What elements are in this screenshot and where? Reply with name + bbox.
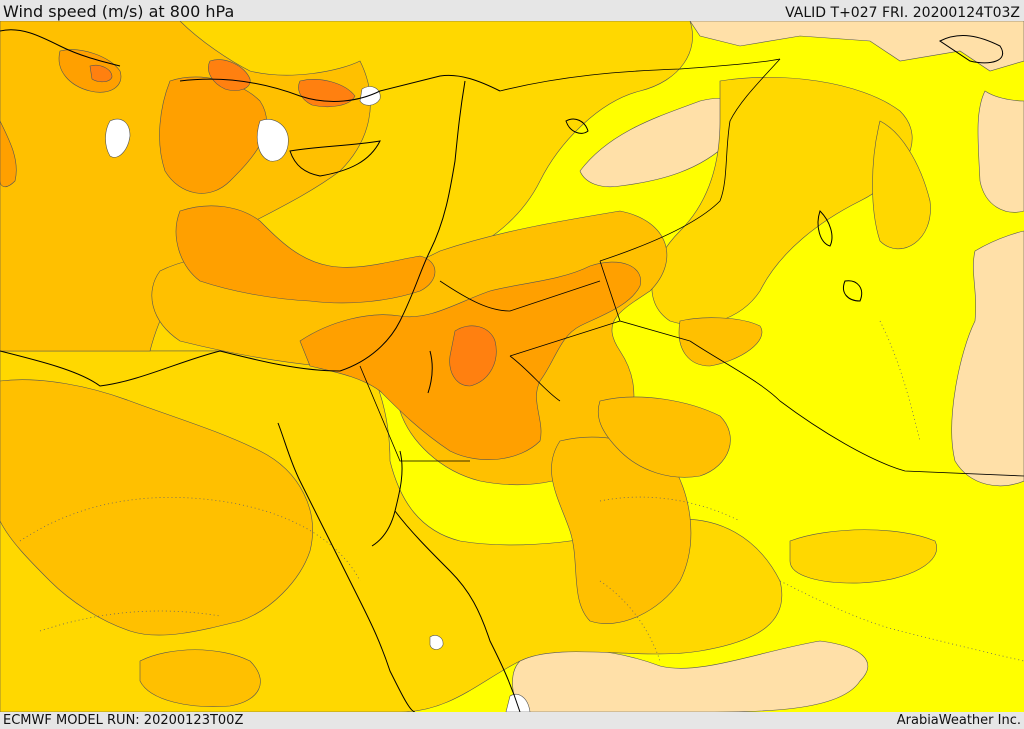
valid-time: VALID T+027 FRI. 20200124T03Z [785, 5, 1020, 21]
dotted-contours [19, 320, 1024, 662]
footer-bar: ECMWF MODEL RUN: 20200123T00Z ArabiaWeat… [0, 712, 1024, 729]
map-title: Wind speed (m/s) at 800 hPa [3, 2, 235, 21]
political-borders [359, 58, 1024, 477]
field-white-patches [105, 86, 531, 712]
coastlines [0, 29, 1003, 712]
credit-label: ArabiaWeather Inc. [896, 713, 1021, 728]
map-canvas [0, 21, 1024, 712]
wind-speed-map [0, 21, 1024, 712]
header-bar: Wind speed (m/s) at 800 hPa VALID T+027 … [0, 0, 1024, 21]
model-run-label: ECMWF MODEL RUN: 20200123T00Z [3, 713, 244, 728]
